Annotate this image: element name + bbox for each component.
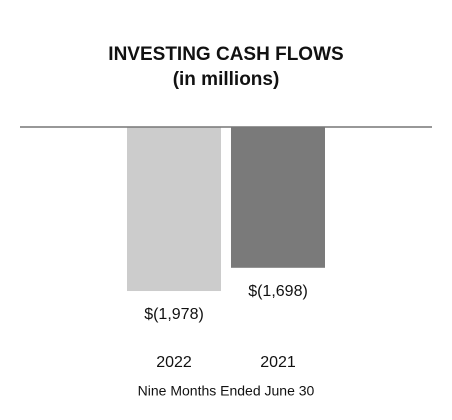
x-tick-label: 2021	[260, 354, 296, 371]
chart-title: INVESTING CASH FLOWS	[108, 44, 343, 65]
value-label: $(1,978)	[144, 306, 204, 323]
chart-subtitle: (in millions)	[173, 69, 280, 90]
value-label: $(1,698)	[248, 283, 308, 300]
bar	[127, 127, 221, 292]
x-axis-label: Nine Months Ended June 30	[138, 383, 315, 399]
bar	[231, 127, 325, 268]
x-tick-label: 2022	[156, 354, 192, 371]
